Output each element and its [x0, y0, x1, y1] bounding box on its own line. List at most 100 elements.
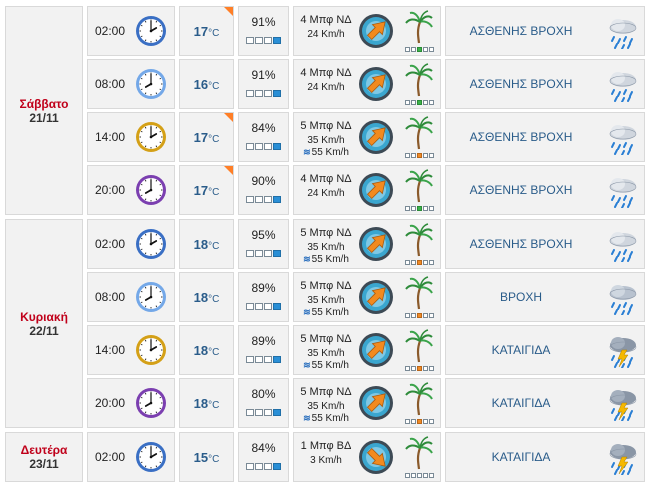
beaufort-scale-segment: [411, 419, 416, 424]
beaufort-scale-segment: [429, 366, 434, 371]
wind-gust-value: 55 Km/h: [311, 254, 349, 265]
wind-gust-value: 55 Km/h: [311, 360, 349, 371]
temperature-unit: °C: [208, 241, 220, 252]
wind-cell: 4 Μπφ ΝΔ 24 Km/h: [293, 6, 441, 56]
alert-corner-marker: [224, 113, 233, 122]
forecast-row: 20:00 17°C 90% 4 Μπφ ΝΔ 24 Km/h ΑΣΘΕΝΗΣ ΒΡΟΧΗ: [87, 165, 645, 215]
temperature-unit: °C: [208, 454, 220, 465]
beaufort-scale-segment: [411, 473, 416, 478]
humidity-bar-segment: [246, 463, 254, 470]
humidity-bar: [246, 196, 281, 203]
humidity-bar-segment: [255, 356, 263, 363]
forecast-row: 02:00 15°C 84% 1 Μπφ ΒΔ 3 Km/h ΚΑΤΑΙΓΙΔΑ: [87, 432, 645, 482]
beaufort-scale-segment: [417, 313, 422, 318]
beaufort-scale-segment: [417, 419, 422, 424]
humidity-value: 84%: [251, 121, 276, 135]
palm-tree-icon: [404, 436, 434, 470]
weather-description: ΑΣΘΕΝΗΣ ΒΡΟΧΗ: [469, 24, 573, 38]
temperature-value: 18: [193, 343, 209, 358]
beaufort-scale-segment: [417, 47, 422, 52]
wind-gust-value: 55 Km/h: [311, 147, 349, 158]
wind-gust: ≋55 Km/h: [298, 360, 354, 371]
temperature-value: 15: [193, 450, 209, 465]
wind-gust-value: 55 Km/h: [311, 413, 349, 424]
humidity-bar: [246, 463, 281, 470]
wind-direction-compass-icon: [358, 279, 394, 315]
beaufort-scale-segment: [423, 419, 428, 424]
humidity-cell: 95%: [238, 219, 289, 269]
humidity-bar-segment: [246, 356, 254, 363]
day-label: Σάββατο 21/11: [5, 6, 83, 215]
humidity-bar-segment: [273, 356, 281, 363]
humidity-cell: 90%: [238, 165, 289, 215]
gust-icon: ≋: [303, 254, 311, 264]
clock-icon: [135, 15, 167, 47]
wind-speed: 35 Km/h: [307, 348, 345, 359]
humidity-bar-segment: [264, 196, 272, 203]
humidity-value: 90%: [251, 174, 276, 188]
clock-icon: [135, 281, 167, 313]
humidity-bar-segment: [255, 303, 263, 310]
beaufort-scale-segment: [417, 473, 422, 478]
forecast-row: 02:00 17°C 91% 4 Μπφ ΝΔ 24 Km/h ΑΣΘΕΝΗΣ ΒΡΟΧΗ: [87, 6, 645, 56]
day-label: Κυριακή 22/11: [5, 219, 83, 428]
wind-cell: 5 Μπφ ΝΔ 35 Km/h ≋55 Km/h: [293, 272, 441, 322]
weather-description-cell: ΑΣΘΕΝΗΣ ΒΡΟΧΗ: [445, 6, 645, 56]
temperature: 17°C: [180, 183, 233, 198]
temperature-unit: °C: [208, 347, 220, 358]
humidity-cell: 91%: [238, 59, 289, 109]
beaufort-scale-segment: [405, 366, 410, 371]
humidity-cell: 89%: [238, 272, 289, 322]
humidity-bar-segment: [246, 90, 254, 97]
humidity-cell: 80%: [238, 378, 289, 428]
wind-speed: 3 Km/h: [310, 455, 342, 466]
humidity-bar-segment: [255, 250, 263, 257]
clock-icon: [135, 441, 167, 473]
beaufort-scale-bar: [405, 313, 434, 318]
beaufort-scale-segment: [423, 47, 428, 52]
wind-cell: 4 Μπφ ΝΔ 24 Km/h: [293, 165, 441, 215]
temperature-cell: 15°C: [179, 432, 234, 482]
palm-tree-icon: [404, 116, 434, 150]
wind-direction-compass-icon: [358, 13, 394, 49]
forecast-row: 02:00 18°C 95% 5 Μπφ ΝΔ 35 Km/h ≋55 Km/h ΑΣΘΕΝ…: [87, 219, 645, 269]
time-cell: 02:00: [87, 219, 175, 269]
alert-corner-marker: [224, 7, 233, 16]
humidity-bar: [246, 409, 281, 416]
forecast-row: 20:00 18°C 80% 5 Μπφ ΝΔ 35 Km/h ≋55 Km/h ΚΑΤΑΙ…: [87, 378, 645, 428]
temperature-unit: °C: [208, 400, 220, 411]
wind-beaufort: 4 Μπφ ΝΔ: [300, 14, 352, 26]
wind-speed: 35 Km/h: [307, 295, 345, 306]
humidity-bar-segment: [255, 143, 263, 150]
wind-direction-compass-icon: [358, 172, 394, 208]
temperature: 18°C: [180, 290, 233, 305]
wind-gust-value: 55 Km/h: [311, 307, 349, 318]
wind-beaufort: 5 Μπφ ΝΔ: [300, 280, 352, 292]
wind-speed: 24 Km/h: [307, 82, 345, 93]
beaufort-scale-segment: [429, 419, 434, 424]
weather-description-cell: ΑΣΘΕΝΗΣ ΒΡΟΧΗ: [445, 59, 645, 109]
humidity-bar-segment: [255, 463, 263, 470]
humidity-bar-segment: [255, 37, 263, 44]
wind-beaufort: 1 Μπφ ΒΔ: [300, 440, 352, 452]
wind-cell: 5 Μπφ ΝΔ 35 Km/h ≋55 Km/h: [293, 325, 441, 375]
humidity-bar-segment: [246, 250, 254, 257]
beaufort-scale-segment: [411, 313, 416, 318]
temperature-cell: 18°C: [179, 219, 234, 269]
wind-direction-compass-icon: [358, 119, 394, 155]
humidity-bar-segment: [273, 463, 281, 470]
clock-icon: [135, 334, 167, 366]
humidity-bar-segment: [273, 90, 281, 97]
weather-description: ΚΑΤΑΙΓΙΔΑ: [491, 343, 551, 357]
forecast-time: 08:00: [95, 77, 126, 91]
beaufort-scale-segment: [429, 206, 434, 211]
wind-gust: ≋55 Km/h: [298, 147, 354, 158]
beaufort-scale-segment: [429, 313, 434, 318]
clock-icon: [135, 68, 167, 100]
alert-corner-marker: [224, 166, 233, 175]
wind-beaufort: 4 Μπφ ΝΔ: [300, 67, 352, 79]
beaufort-scale-bar: [405, 206, 434, 211]
wind-gust: ≋55 Km/h: [298, 254, 354, 265]
palm-tree-icon: [404, 223, 434, 257]
wind-speed: 35 Km/h: [307, 401, 345, 412]
